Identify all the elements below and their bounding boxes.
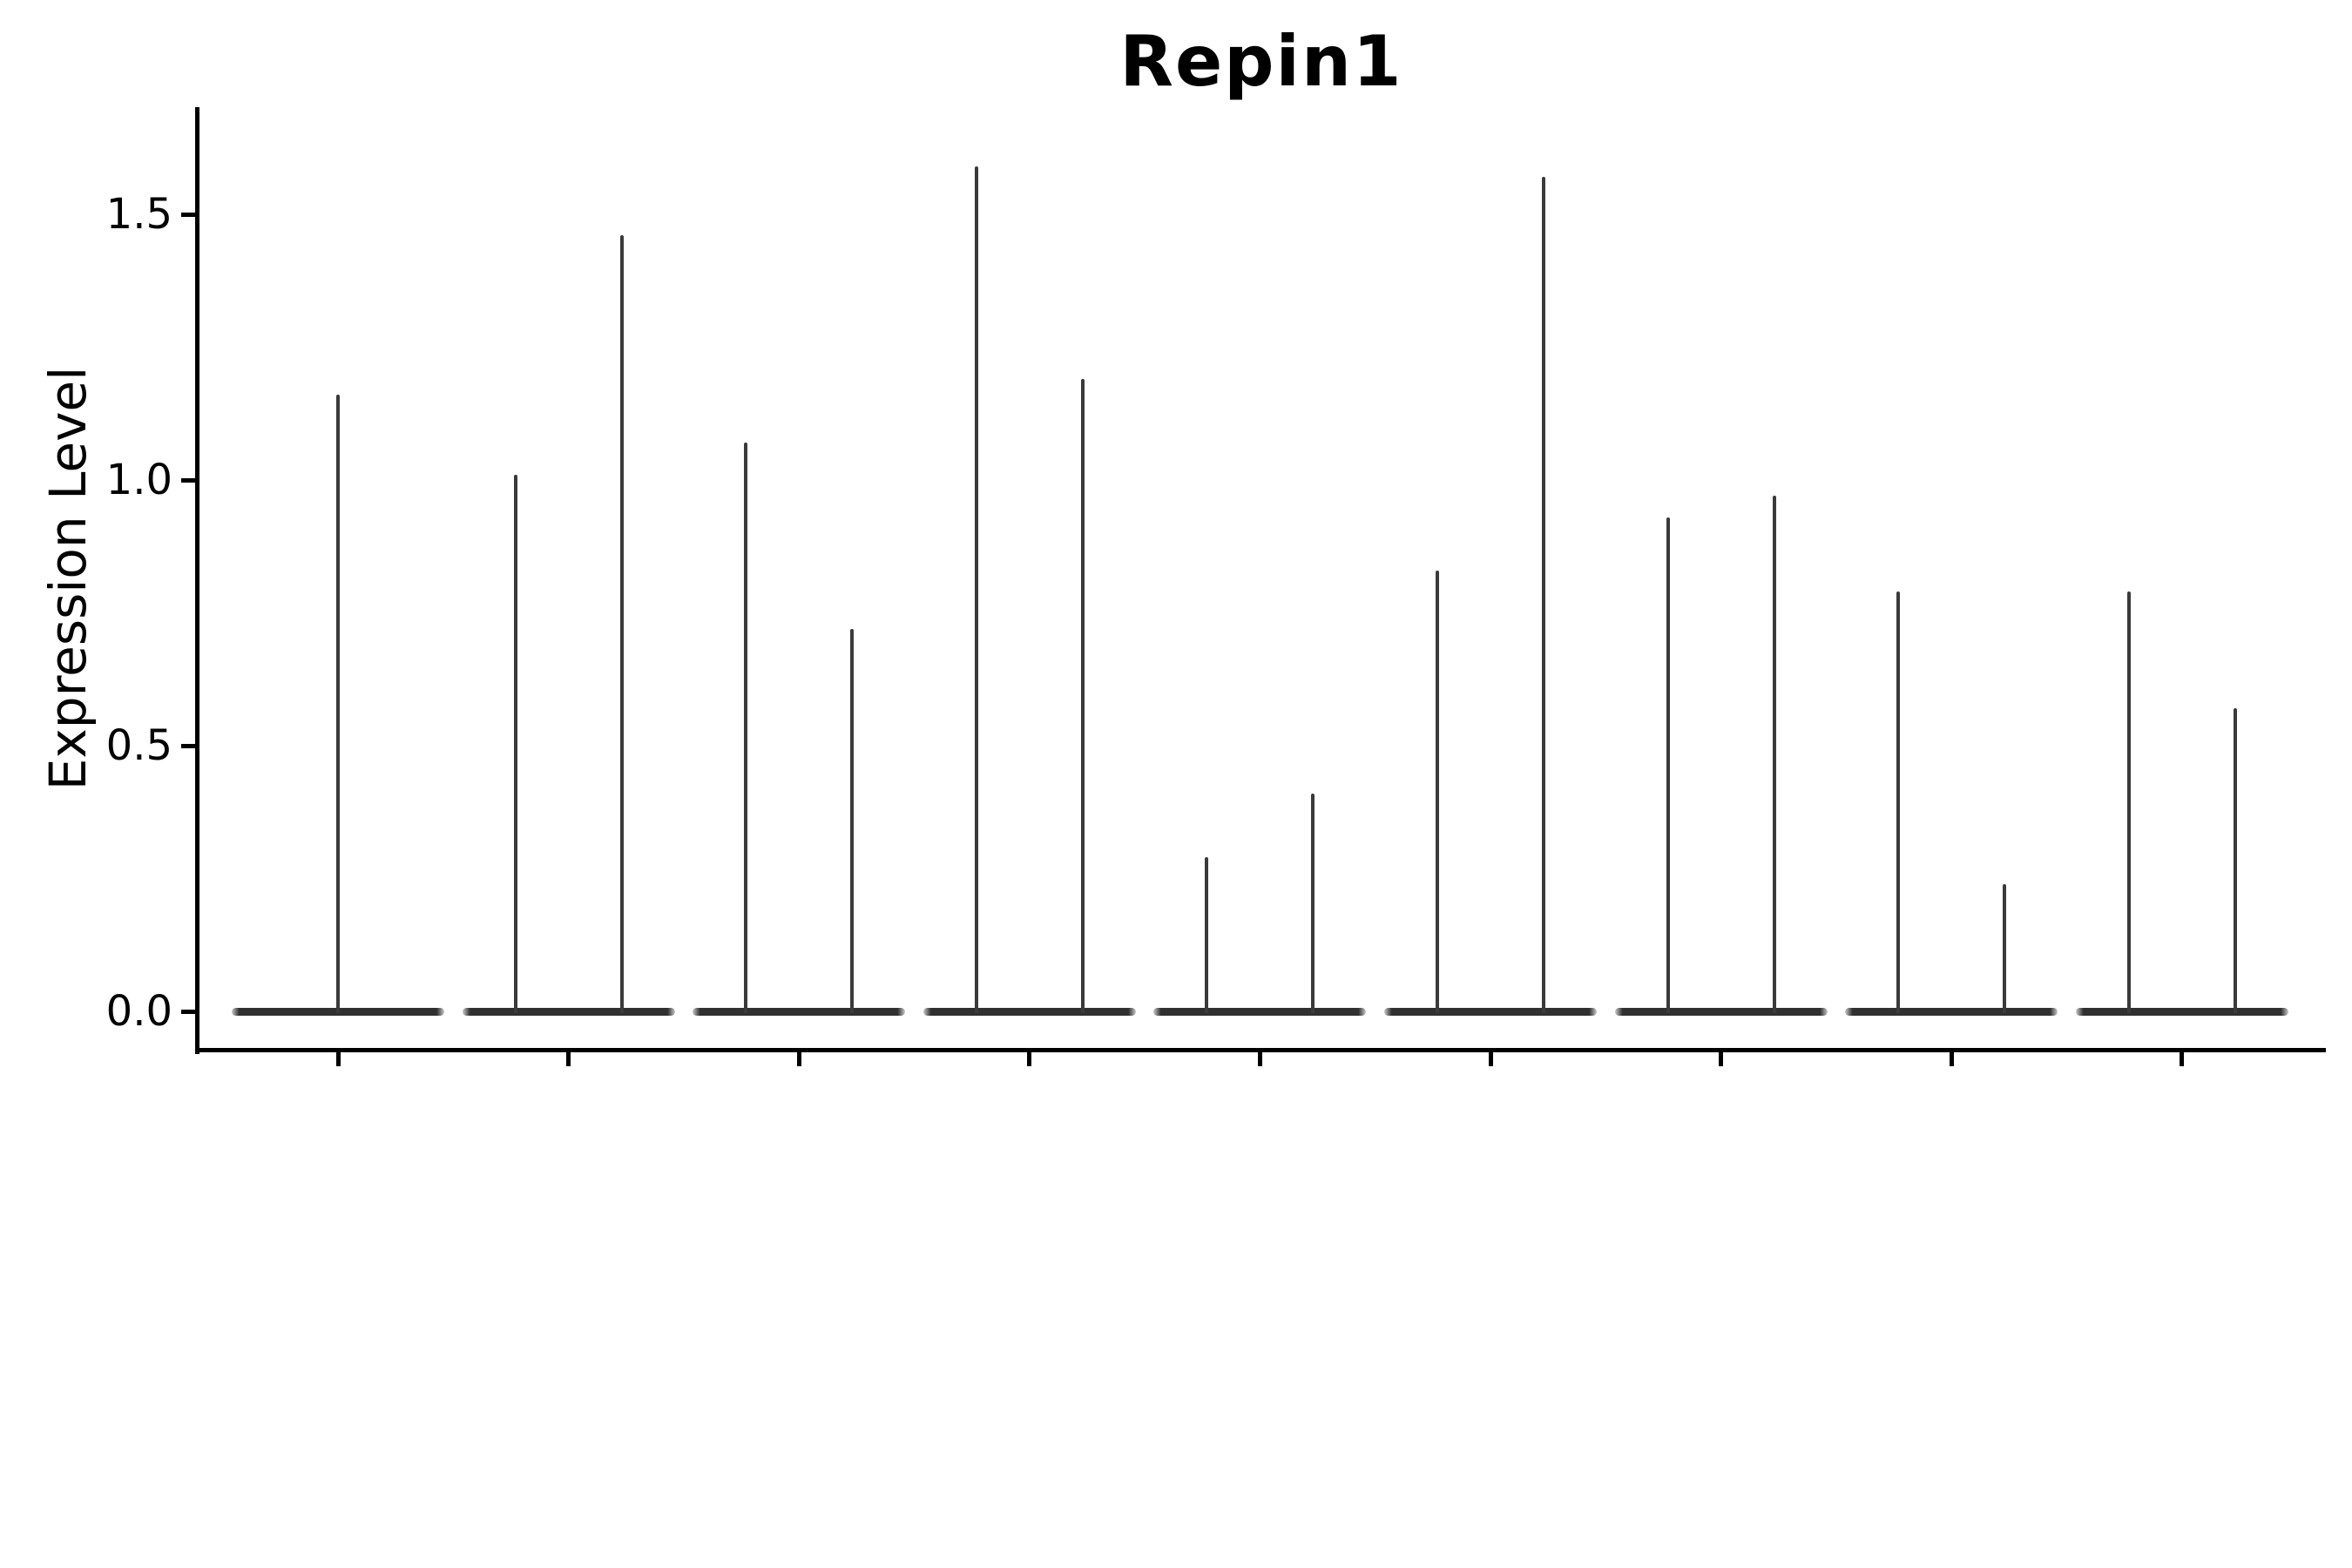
x-tick-mark xyxy=(1719,1051,1724,1066)
violin-max-spike xyxy=(1205,857,1209,1013)
x-tick-mark xyxy=(796,1051,801,1066)
x-tick-mark xyxy=(2180,1051,2185,1066)
violin-base xyxy=(1614,1008,1828,1016)
y-tick-label: 0.0 xyxy=(105,987,172,1036)
violin-base xyxy=(923,1008,1136,1016)
violin-base xyxy=(2075,1008,2288,1016)
violin-base xyxy=(693,1008,906,1016)
violin-max-spike xyxy=(2233,708,2237,1013)
violin-base xyxy=(1845,1008,2058,1016)
violin-max-spike xyxy=(850,628,855,1013)
violin-base xyxy=(1153,1008,1367,1016)
violin-max-spike xyxy=(336,395,340,1013)
y-tick-mark xyxy=(181,1009,197,1014)
y-tick-label: 0.5 xyxy=(105,721,172,770)
y-tick-mark xyxy=(181,212,197,217)
y-tick-label: 1.5 xyxy=(105,190,172,239)
violin-base xyxy=(462,1008,675,1016)
violin-max-spike xyxy=(974,166,978,1013)
violin-base xyxy=(1384,1008,1597,1016)
violin-max-spike xyxy=(2126,591,2131,1013)
x-tick-mark xyxy=(335,1051,341,1066)
x-tick-mark xyxy=(566,1051,571,1066)
violin-max-spike xyxy=(1080,379,1085,1013)
x-tick-mark xyxy=(1027,1051,1032,1066)
violin-max-spike xyxy=(2003,883,2007,1013)
x-tick-mark xyxy=(1257,1051,1262,1066)
x-tick-mark xyxy=(1949,1051,1954,1066)
y-tick-mark xyxy=(181,743,197,748)
violin-max-spike xyxy=(1311,793,1315,1013)
y-axis-spine xyxy=(195,107,199,1054)
violin-max-spike xyxy=(1436,570,1439,1013)
violin-max-spike xyxy=(1772,496,1776,1013)
x-axis-spine xyxy=(195,1048,2326,1052)
violin-max-spike xyxy=(744,443,748,1013)
x-tick-mark xyxy=(1488,1051,1493,1066)
violin-max-spike xyxy=(619,235,624,1013)
y-tick-mark xyxy=(181,477,197,483)
violin-max-spike xyxy=(513,474,517,1013)
violin-max-spike xyxy=(1666,517,1670,1013)
violin-max-spike xyxy=(1896,591,1901,1013)
violin-max-spike xyxy=(1542,177,1545,1013)
y-tick-label: 1.0 xyxy=(105,456,172,504)
chart-title: Repin1 xyxy=(1119,21,1403,102)
